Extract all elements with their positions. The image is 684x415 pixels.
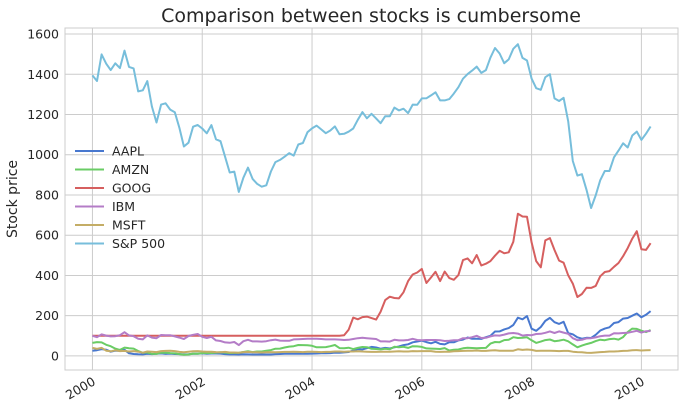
chart-title: Comparison between stocks is cumbersome (161, 5, 581, 27)
legend-label: MSFT (112, 218, 146, 233)
y-tick-label: 200 (35, 308, 59, 323)
y-tick-label: 0 (51, 348, 59, 363)
y-tick-label: 800 (35, 187, 59, 202)
y-tick-label: 1600 (27, 27, 59, 42)
series-line-s-p-500 (91, 43, 652, 209)
y-tick-label: 1000 (27, 147, 59, 162)
x-tick-label: 2002 (173, 374, 208, 403)
series-line-msft (92, 346, 651, 354)
y-tick-label: 600 (35, 228, 59, 243)
legend-label: IBM (112, 199, 135, 214)
series-line-amzn (92, 327, 652, 356)
plot-area (64, 27, 679, 371)
x-tick-label: 2000 (63, 374, 98, 403)
x-tick-label: 2010 (612, 374, 647, 403)
y-axis-label: Stock price (5, 160, 21, 238)
y-tick-label: 1400 (27, 67, 59, 82)
x-tick-label: 2004 (282, 374, 317, 403)
legend-label: AMZN (112, 162, 149, 177)
legend-label: S&P 500 (112, 236, 165, 251)
legend-label: GOOG (112, 181, 151, 196)
series-line-ibm (92, 329, 651, 347)
x-tick-label: 2006 (392, 374, 427, 403)
y-tick-label: 1200 (27, 107, 59, 122)
legend-label: AAPL (112, 144, 144, 159)
y-tick-label: 400 (35, 268, 59, 283)
series-line-goog (92, 212, 652, 337)
x-tick-label: 2008 (502, 374, 537, 403)
